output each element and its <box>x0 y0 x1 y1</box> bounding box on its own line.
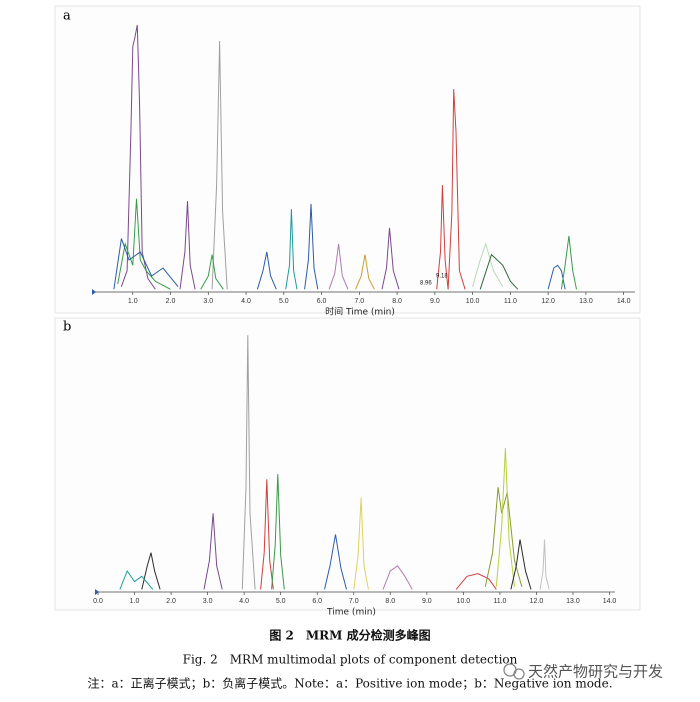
trace <box>484 487 523 587</box>
trace <box>304 203 319 290</box>
trace <box>447 89 466 290</box>
x-tick-label: 5.0 <box>276 598 286 605</box>
caption-note: 注：a：正离子模式；b：负离子模式。Note：a：Positive ion mo… <box>87 676 612 691</box>
panel-frame <box>54 317 641 611</box>
trace <box>436 185 449 290</box>
watermark: 天然产物研究与开发 <box>528 663 663 681</box>
x-tick-label: 6.0 <box>317 298 327 305</box>
x-tick-label: 9.0 <box>430 298 440 305</box>
x-tick-label: 4.0 <box>241 298 251 305</box>
x-tick-label: 0.0 <box>93 598 103 605</box>
x-tick-label: 10.0 <box>466 298 480 305</box>
x-tick-label: 2.0 <box>166 598 176 605</box>
trace <box>328 243 349 290</box>
trace <box>120 24 156 290</box>
trace <box>381 227 400 290</box>
x-tick-label: 11.0 <box>504 298 517 305</box>
trace <box>211 40 228 290</box>
trace <box>285 209 298 290</box>
trace <box>472 242 504 287</box>
trace <box>241 335 256 590</box>
trace <box>560 235 577 290</box>
x-tick-label: 10.0 <box>457 598 471 605</box>
x-tick-label: 5.0 <box>279 298 289 305</box>
peak-annotation: 8.96 <box>420 281 432 287</box>
trace <box>203 513 223 590</box>
trace <box>539 539 550 590</box>
x-tick-label: 1.0 <box>128 298 138 305</box>
trace <box>495 447 515 587</box>
x-tick-label: 4.0 <box>239 598 249 605</box>
trace <box>113 238 179 290</box>
caption-title-en: Fig. 2 MRM multimodal plots of component… <box>183 653 518 667</box>
axis-arrow <box>92 289 96 295</box>
x-tick-label: 14.0 <box>603 598 617 605</box>
trace <box>119 569 154 590</box>
trace <box>179 201 196 290</box>
x-tick-label: 7.0 <box>354 298 364 305</box>
caption-title-cn: 图 2 MRM 成分检测多峰图 <box>269 628 430 643</box>
x-tick-label: 13.0 <box>579 298 593 305</box>
x-tick-label: 7.0 <box>349 598 359 605</box>
x-tick-label: 12.0 <box>541 298 555 305</box>
x-tick-label: 13.0 <box>566 598 580 605</box>
x-tick-label: 3.0 <box>203 598 213 605</box>
trace <box>355 254 375 290</box>
trace <box>353 497 369 590</box>
peak-annotation: 9.18 <box>436 274 448 280</box>
x-tick-label: 8.0 <box>385 598 395 605</box>
trace <box>510 539 532 590</box>
trace <box>260 479 274 590</box>
axis-arrow <box>95 589 99 595</box>
x-tick-label: 11.0 <box>493 598 506 605</box>
x-tick-label: 6.0 <box>312 598 322 605</box>
x-axis-label: 时间 Time (min) <box>325 306 395 318</box>
panel-frame <box>54 5 641 314</box>
x-tick-label: 1.0 <box>130 598 140 605</box>
trace <box>547 264 566 290</box>
trace <box>455 573 497 590</box>
x-tick-label: 2.0 <box>166 298 176 305</box>
x-tick-label: 9.0 <box>422 598 432 605</box>
trace <box>382 565 413 590</box>
trace <box>256 251 277 290</box>
panel-label: b <box>63 320 71 335</box>
x-tick-label: 14.0 <box>617 298 631 305</box>
x-tick-label: 3.0 <box>203 298 213 305</box>
watermark-icon <box>503 663 525 680</box>
panel-label: a <box>63 9 71 24</box>
x-axis-label: Time (min) <box>326 608 376 618</box>
x-tick-label: 12.0 <box>530 598 544 605</box>
trace <box>271 474 285 590</box>
trace <box>141 552 161 590</box>
x-tick-label: 8.0 <box>392 298 402 305</box>
trace <box>324 534 347 590</box>
trace <box>200 254 224 290</box>
trace <box>479 253 519 290</box>
trace <box>117 198 171 290</box>
